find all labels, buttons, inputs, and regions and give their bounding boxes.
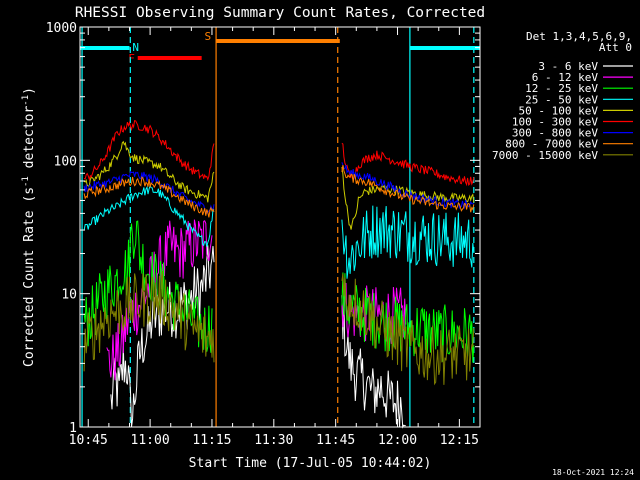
legend-header-detectors: Det 1,3,4,5,6,9, bbox=[526, 30, 632, 43]
legend-label-3-6-kev: 3 - 6 keV bbox=[538, 60, 598, 73]
legend-label-300-800-kev: 300 - 800 keV bbox=[512, 127, 598, 140]
y-axis-label-sup1: -1 bbox=[21, 176, 31, 187]
legend-label-100-300-kev: 100 - 300 keV bbox=[512, 116, 598, 129]
flag-label-f: F bbox=[128, 52, 135, 65]
time-markers bbox=[81, 27, 475, 427]
series-line-800-7000-kev-1 bbox=[83, 176, 215, 218]
plot-series bbox=[83, 119, 475, 429]
flag-label-s: S bbox=[205, 30, 212, 43]
legend-label-12-25-kev: 12 - 25 keV bbox=[525, 82, 598, 95]
legend-header-attenuator: Att 0 bbox=[599, 41, 632, 54]
flag-label-n: N bbox=[132, 41, 139, 54]
series-line-25-50-kev-2 bbox=[341, 205, 475, 279]
y-tick-label: 1000 bbox=[46, 21, 77, 36]
legend-label-7000-15000-kev: 7000 - 15000 keV bbox=[492, 149, 598, 162]
y-axis-label: Corrected Count Rate (s-1 detector-1) bbox=[21, 87, 37, 367]
chart-title: RHESSI Observing Summary Count Rates, Co… bbox=[75, 5, 485, 21]
legend-label-800-7000-kev: 800 - 7000 keV bbox=[505, 138, 598, 151]
x-tick-label: 11:45 bbox=[316, 433, 355, 448]
y-axis-label-mid: detector bbox=[22, 106, 37, 177]
x-tick-label: 12:15 bbox=[440, 433, 479, 448]
series-line-7000-15000-kev-1 bbox=[83, 271, 215, 372]
footer-date: 18-Oct-2021 12:24 bbox=[552, 468, 634, 477]
x-tick-label: 11:15 bbox=[192, 433, 231, 448]
series-line-7000-15000-kev-2 bbox=[341, 273, 475, 386]
series-line-50-100-kev-2 bbox=[341, 166, 475, 230]
x-tick-label: 12:00 bbox=[378, 433, 417, 448]
legend-label-6-12-kev: 6 - 12 keV bbox=[532, 71, 599, 84]
y-tick-label: 100 bbox=[54, 154, 77, 169]
series-line-100-300-kev-2 bbox=[341, 142, 475, 187]
x-tick-label: 11:30 bbox=[254, 433, 293, 448]
legend-label-50-100-kev: 50 - 100 keV bbox=[519, 104, 599, 117]
attenuator-flags: NF S bbox=[80, 30, 480, 65]
series-line-3-6-kev-2 bbox=[341, 295, 406, 429]
series-line-100-300-kev-1 bbox=[83, 119, 215, 182]
series-line-50-100-kev-1 bbox=[83, 140, 215, 203]
y-axis-label-main: Corrected Count Rate (s bbox=[22, 187, 37, 367]
series-line-12-25-kev-1 bbox=[83, 220, 213, 353]
axis-ticks: 10:45 11:00 11:15 11:30 11:45 12:00 12:15 1 10 10… bbox=[46, 21, 480, 448]
series-line-25-50-kev-1 bbox=[83, 184, 215, 247]
x-tick-label: 11:00 bbox=[131, 433, 170, 448]
x-axis-label: Start Time (17-Jul-05 10:44:02) bbox=[189, 456, 432, 471]
legend-label-25-50-kev: 25 - 50 keV bbox=[525, 93, 598, 106]
series-line-3-6-kev-1 bbox=[110, 245, 215, 428]
y-axis-label-sup2: -1 bbox=[21, 95, 31, 106]
y-tick-label: 10 bbox=[61, 288, 77, 303]
y-tick-label: 1 bbox=[69, 421, 77, 436]
plot-frame bbox=[79, 26, 481, 428]
series-line-800-7000-kev-2 bbox=[341, 165, 475, 213]
y-axis-label-end: ) bbox=[22, 87, 37, 95]
x-tick-label: 10:45 bbox=[69, 433, 108, 448]
